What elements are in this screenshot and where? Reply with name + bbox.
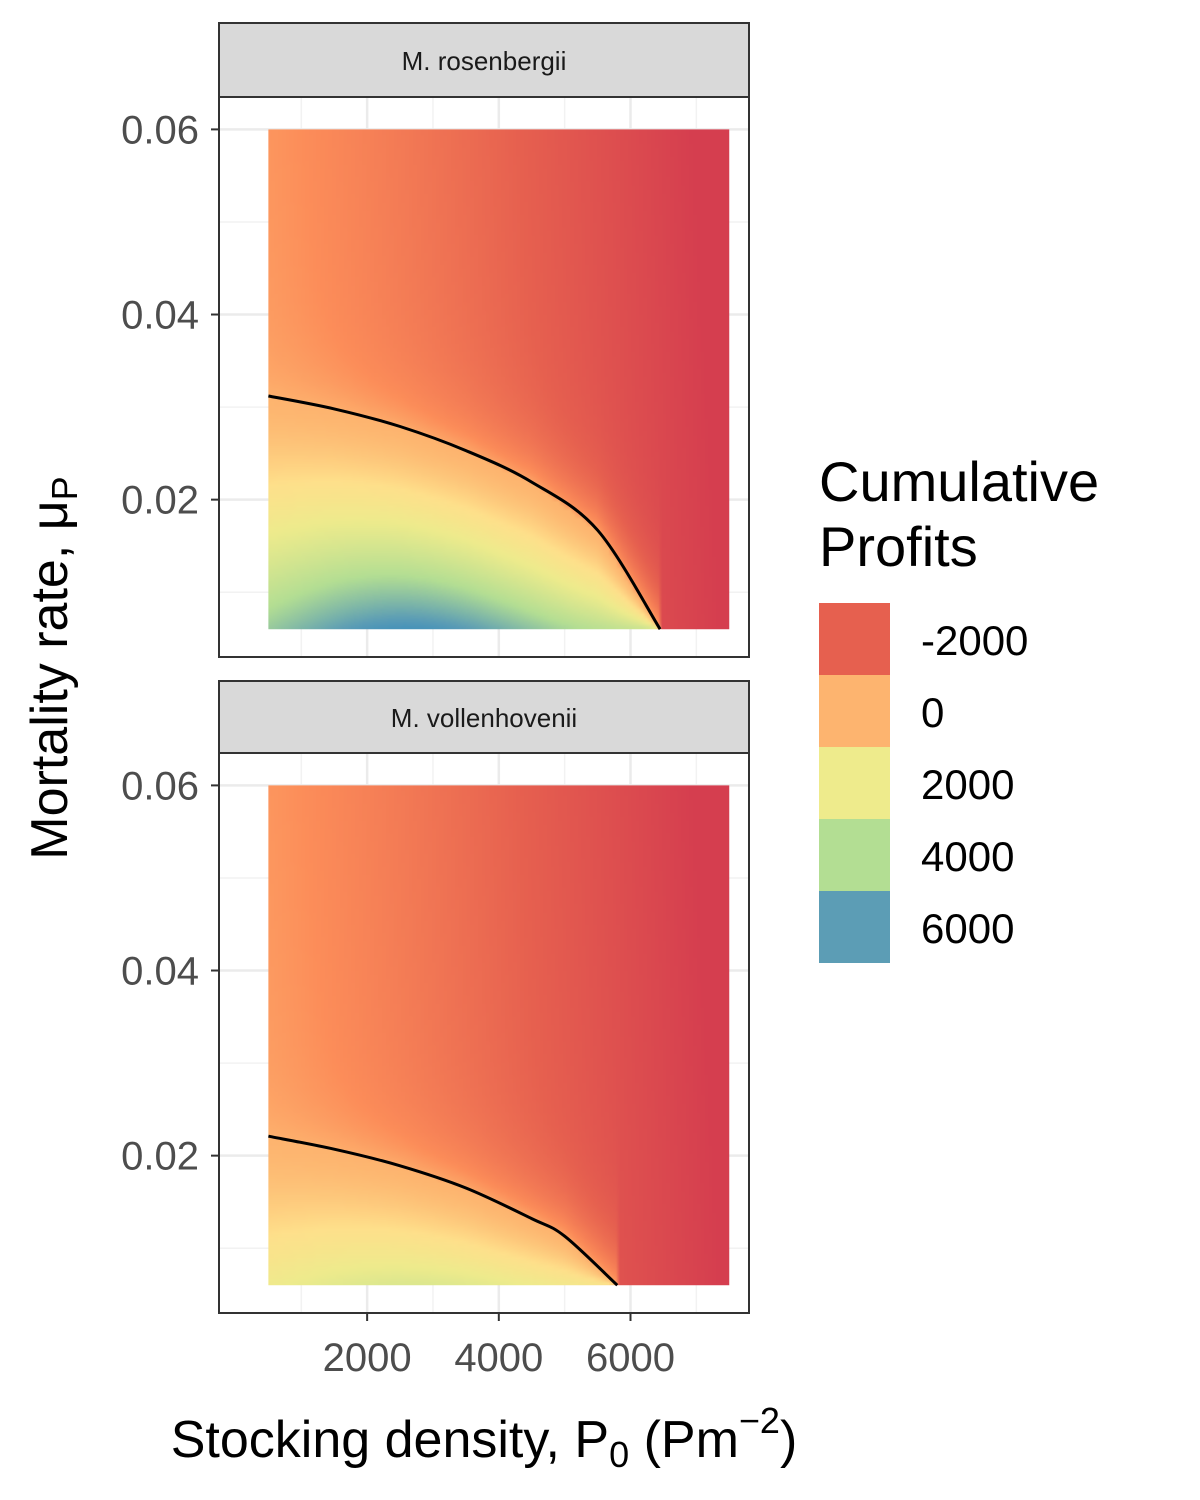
- panel-1: M. rosenbergii: [218, 22, 750, 658]
- legend: Cumulative Profits -2000 0 2000 4000 6000: [819, 450, 1099, 963]
- panel-1-zero-contour: [268, 394, 662, 630]
- legend-swatch: [819, 675, 890, 747]
- legend-swatch: [819, 603, 890, 675]
- y-tick-label: 0.06: [121, 108, 199, 152]
- legend-swatch: [819, 819, 890, 891]
- x-tick-label: 4000: [454, 1336, 543, 1380]
- legend-title-line-2: Profits: [819, 515, 978, 578]
- y-tick-label: 0.04: [121, 950, 199, 994]
- y-tick-label: 0.06: [121, 764, 199, 808]
- legend-label: 2000: [921, 761, 1014, 808]
- y-axis-title: Mortality rate, μP: [21, 476, 85, 859]
- legend-label: 6000: [921, 905, 1014, 952]
- panel-2-zero-contour: [268, 1134, 619, 1287]
- panel-2: M. vollenhovenii: [218, 680, 750, 1314]
- panel-1-heatmap: [268, 129, 730, 630]
- legend-label: 4000: [921, 833, 1014, 880]
- panel-1-strip: [218, 22, 750, 98]
- legend-title-line-1: Cumulative: [819, 450, 1099, 513]
- legend-keys: -2000 0 2000 4000 6000: [819, 603, 1028, 963]
- legend-swatch: [819, 891, 890, 963]
- x-tick-label: 6000: [586, 1336, 675, 1380]
- panel-2-strip-label: M. vollenhovenii: [391, 703, 577, 733]
- panel-2-strip: [218, 680, 750, 754]
- y-tick-label: 0.02: [121, 1135, 199, 1179]
- panel-2-frame: [218, 752, 750, 1314]
- y-tick-label: 0.04: [121, 294, 199, 338]
- legend-label: -2000: [921, 617, 1028, 664]
- y-tick-label: 0.02: [121, 479, 199, 523]
- legend-swatch: [819, 747, 890, 819]
- panel-1-frame: [218, 96, 750, 658]
- y-axis-ticks-panel-2: 0.02 0.04 0.06: [121, 764, 219, 1179]
- x-axis-title: Stocking density, P0 (Pm−2): [171, 1400, 798, 1475]
- panel-1-strip-label: M. rosenbergii: [402, 46, 567, 76]
- panel-2-heatmap: [268, 785, 730, 1286]
- x-axis-ticks: 2000 4000 6000: [323, 1313, 675, 1380]
- legend-label: 0: [921, 689, 944, 736]
- x-tick-label: 2000: [323, 1336, 412, 1380]
- y-axis-ticks-panel-1: 0.02 0.04 0.06: [121, 108, 219, 523]
